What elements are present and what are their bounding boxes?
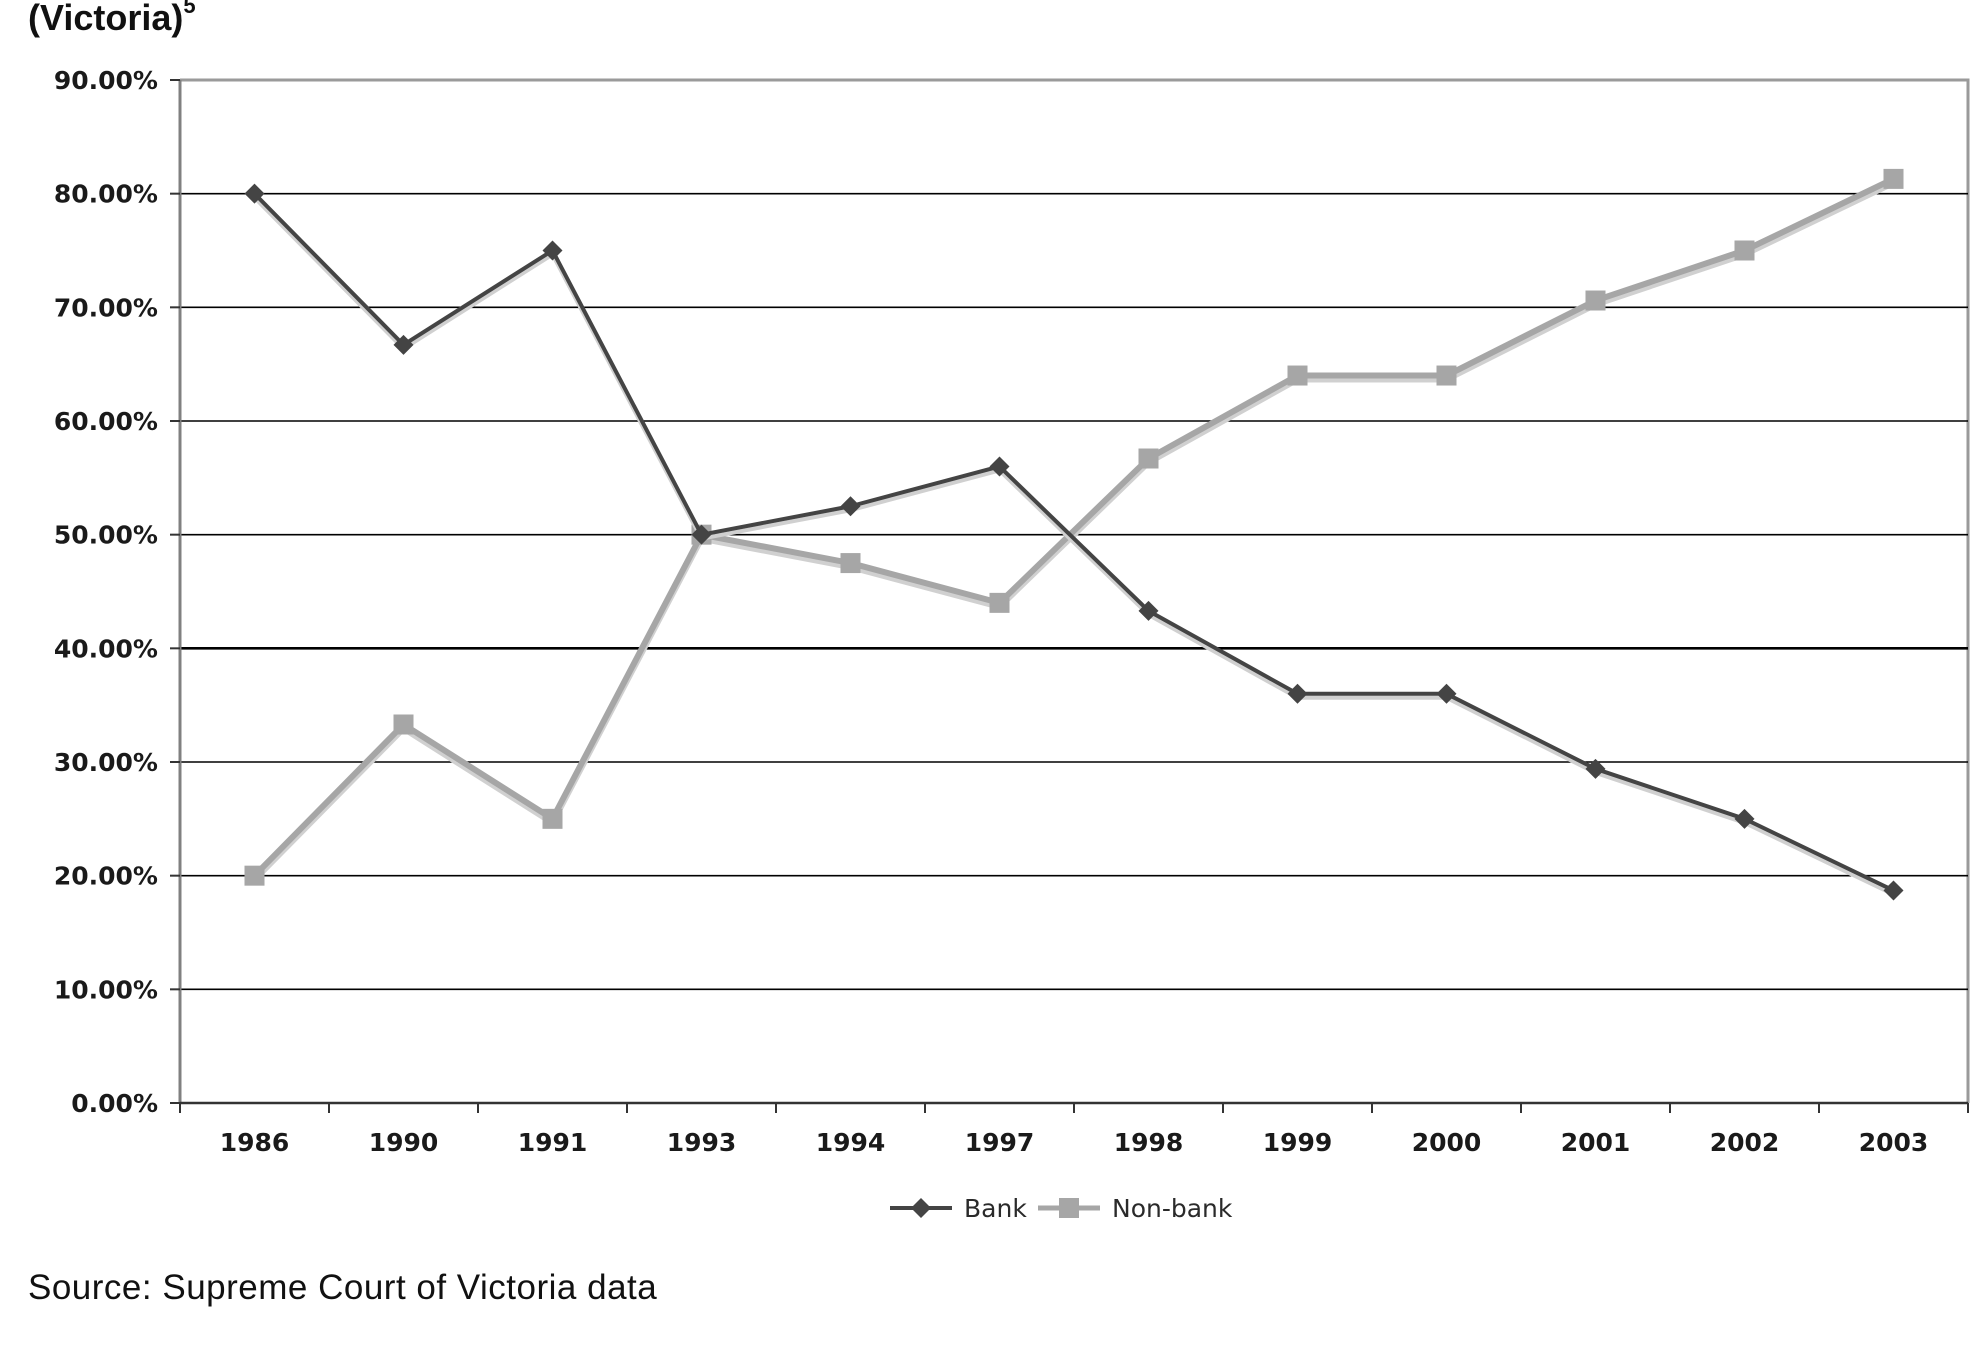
y-tick-label: 30.00% [54, 748, 158, 777]
data-point [691, 524, 712, 545]
x-axis-tick-labels: 1986 1990 1991 1993 1994 1997 1998 1999 2000 2001… [179, 1103, 1969, 1157]
data-point [1585, 758, 1606, 779]
y-tick-label: 60.00% [54, 407, 158, 436]
y-tick-label: 10.00% [54, 975, 158, 1004]
data-point [989, 456, 1010, 477]
x-tick-label: 1998 [1114, 1128, 1184, 1157]
data-point [1287, 683, 1308, 704]
x-tick-label: 1994 [816, 1128, 886, 1157]
x-tick-label: 1993 [667, 1128, 737, 1157]
chart-title-fragment: (Victoria)5 [28, 0, 196, 38]
series-lines [244, 168, 1904, 901]
data-point [1734, 808, 1755, 829]
data-point [393, 334, 414, 355]
legend-label: Bank [964, 1194, 1027, 1223]
y-tick-label: 50.00% [54, 521, 158, 550]
data-point [1287, 365, 1308, 386]
legend-item-bank: Bank [890, 1194, 1027, 1223]
legend-label: Non-bank [1112, 1194, 1233, 1223]
y-tick-label: 90.00% [54, 66, 158, 95]
series-line-shadow [253, 196, 1895, 897]
legend-item-non-bank: Non-bank [1038, 1194, 1233, 1223]
data-point [1436, 683, 1457, 704]
y-axis-tick-labels: 0.00% 10.00% 20.00% 30.00% 40.00% 50.00% 60.00… [54, 66, 180, 1118]
x-tick-label: 2001 [1561, 1128, 1631, 1157]
data-point [1436, 365, 1457, 386]
plot-border [180, 78, 1970, 1103]
x-tick-label: 2002 [1710, 1128, 1780, 1157]
data-point [393, 714, 414, 735]
x-tick-label: 1990 [369, 1128, 439, 1157]
data-point [244, 183, 265, 204]
legend: Bank Non-bank [890, 1194, 1233, 1223]
chart-title-text: (Victoria) [28, 0, 184, 38]
series-bank [244, 183, 1904, 901]
y-tick-label: 80.00% [54, 180, 158, 209]
x-tick-label: 2000 [1412, 1128, 1482, 1157]
legend-marker [911, 1198, 931, 1218]
x-tick-label: 1986 [220, 1128, 290, 1157]
data-point [1883, 880, 1904, 901]
series-line [253, 192, 1895, 893]
data-point [1734, 240, 1755, 261]
data-point [1138, 600, 1159, 621]
y-tick-label: 70.00% [54, 293, 158, 322]
data-point [1585, 290, 1606, 311]
data-point [1883, 168, 1904, 189]
x-tick-label: 1997 [965, 1128, 1035, 1157]
data-point [244, 865, 265, 886]
data-point [1138, 448, 1159, 469]
x-tick-label: 1999 [1263, 1128, 1333, 1157]
source-note: Source: Supreme Court of Victoria data [28, 1268, 658, 1307]
gridlines [178, 80, 1968, 1105]
chart-title-footnote: 5 [183, 0, 196, 18]
legend-marker [1059, 1198, 1079, 1218]
y-tick-label: 40.00% [54, 634, 158, 663]
data-point [989, 592, 1010, 613]
plot-frame [180, 78, 1970, 1103]
series-non-bank [244, 168, 1904, 886]
data-point [840, 553, 861, 574]
data-point [840, 496, 861, 517]
data-point [542, 240, 563, 261]
y-tick-label: 20.00% [54, 862, 158, 891]
y-tick-label: 0.00% [71, 1089, 158, 1118]
x-tick-label: 2003 [1859, 1128, 1929, 1157]
x-tick-label: 1991 [518, 1128, 588, 1157]
data-point [542, 808, 563, 829]
series-line [252, 176, 1895, 878]
